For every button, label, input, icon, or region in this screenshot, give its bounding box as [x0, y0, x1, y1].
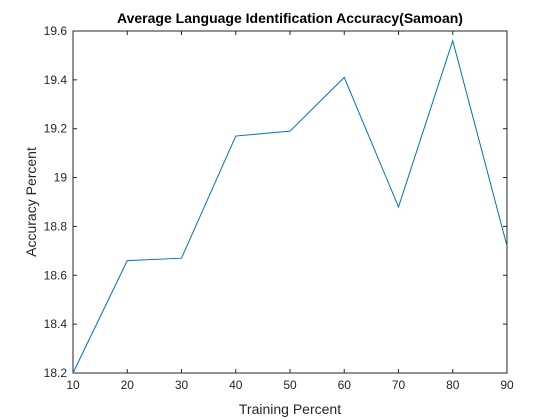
- y-tick-label: 18.2: [44, 366, 68, 380]
- x-tick-label: 80: [446, 378, 460, 392]
- y-axis-title: Accuracy Percent: [23, 147, 39, 257]
- x-axis-ticks: 10 20 30 40 50 60 70 80 90: [66, 31, 514, 392]
- y-tick-label: 19.6: [44, 24, 68, 38]
- x-tick-label: 90: [500, 378, 514, 392]
- x-tick-label: 10: [66, 378, 80, 392]
- x-tick-label: 20: [121, 378, 135, 392]
- x-tick-label: 50: [283, 378, 297, 392]
- series-line: [72, 39, 508, 374]
- chart-title: Average Language Identification Accuracy…: [117, 10, 463, 26]
- plot-area: [72, 30, 508, 374]
- y-tick-label: 18.8: [44, 219, 68, 233]
- x-tick-label: 40: [229, 378, 243, 392]
- y-tick-label: 19.4: [44, 73, 68, 87]
- y-tick-label: 19: [54, 171, 68, 185]
- y-tick-label: 18.4: [44, 317, 68, 331]
- x-tick-label: 70: [392, 378, 406, 392]
- y-tick-label: 19.2: [44, 122, 68, 136]
- x-axis-title: Training Percent: [239, 401, 341, 417]
- x-tick-label: 60: [338, 378, 352, 392]
- x-tick-label: 30: [175, 378, 189, 392]
- y-tick-label: 18.6: [44, 268, 68, 282]
- y-axis-ticks: 18.2 18.4 18.6 18.8 19 19.2 19.4 19.6: [44, 24, 507, 380]
